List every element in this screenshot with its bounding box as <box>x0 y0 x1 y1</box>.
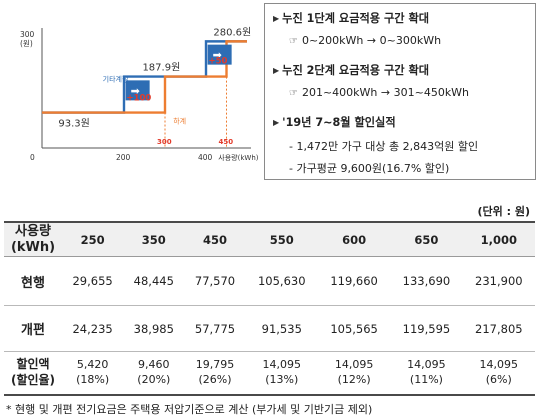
info-line-2-text: 누진 2단계 요금적용 구간 확대 <box>282 64 430 77</box>
column-header: 350 <box>123 221 185 257</box>
series-line-revised <box>42 40 247 114</box>
info-line-1: ▶ 누진 1단계 요금적용 구간 확대 <box>273 10 429 26</box>
pointing-hand-icon: ☞ <box>289 88 298 99</box>
info-line-2: ▶ 누진 2단계 요금적용 구간 확대 <box>273 62 429 78</box>
price-label-step1: 93.3원 <box>58 118 89 130</box>
x-tick-label: 0 <box>30 153 35 162</box>
column-header: 650 <box>390 221 463 257</box>
row-label: 할인액 (할인율) <box>4 351 62 396</box>
table-cell: 217,805 <box>462 305 535 352</box>
table-cell: 77,570 <box>184 256 246 306</box>
price-label-step2: 187.9원 <box>142 62 180 74</box>
info-line-3a: - 1,472만 가구 대상 총 2,843억원 할인 <box>289 140 479 153</box>
chart-svg: 300(원)0 200 400 사용량(kWh)93.3원187.9원280.6원기타… <box>20 26 259 162</box>
info-line-1-text: 누진 1단계 요금적용 구간 확대 <box>282 12 430 25</box>
table-cell: 38,985 <box>123 305 185 352</box>
threshold-label-450: 450 <box>219 138 234 146</box>
row-label: 현행 <box>4 256 62 306</box>
table-cell: 14,095 (11%) <box>390 351 463 396</box>
triangle-bullet-icon: ▶ <box>273 14 280 23</box>
tariff-table: 사용량 (kWh) 250 350 450 550 600 650 1,000 … <box>4 221 535 396</box>
info-line-3: ▶ '19년 7~8월 할인실적 <box>273 114 396 130</box>
table-header-row: 사용량 (kWh) 250 350 450 550 600 650 1,000 <box>4 221 535 257</box>
increment-label-100: +100 <box>126 94 151 104</box>
usage-header: 사용량 (kWh) <box>4 221 62 257</box>
y-tick-label: (원) <box>20 39 33 48</box>
table-cell: 14,095 (12%) <box>317 351 391 396</box>
x-axis-label: 사용량(kWh) <box>218 153 258 162</box>
column-header: 550 <box>245 221 318 257</box>
info-line-1-detail: ☞ 0~200kWh → 0~300kWh <box>273 34 441 47</box>
season-label-summer: 하계 <box>173 116 186 125</box>
price-label-step3: 280.6원 <box>213 26 251 38</box>
info-line-1-detail-text: 0~200kWh → 0~300kWh <box>301 34 442 47</box>
table-cell: 24,235 <box>62 305 124 352</box>
info-line-3b: - 가구평균 9,600원(16.7% 할인) <box>289 162 450 175</box>
table-row-current: 현행 29,655 48,445 77,570 105,630 119,660 … <box>4 256 535 306</box>
table-cell: 105,565 <box>317 305 391 352</box>
blue-arrow-box <box>125 80 150 101</box>
table-cell: 48,445 <box>123 256 185 306</box>
table-cell: 105,630 <box>245 256 318 306</box>
footnote: * 현행 및 개편 전기요금은 주택용 저압기준으로 계산 (부가세 및 기반기… <box>6 403 373 416</box>
blue-arrow-box <box>207 44 232 65</box>
info-line-2-detail-text: 201~400kWh → 301~450kWh <box>301 86 470 99</box>
table-cell: 9,460 (20%) <box>123 351 185 396</box>
triangle-bullet-icon: ▶ <box>273 66 280 75</box>
column-header: 450 <box>184 221 246 257</box>
x-tick-label: 400 <box>198 153 213 162</box>
table-cell: 29,655 <box>62 256 124 306</box>
table-cell: 91,535 <box>245 305 318 352</box>
table-cell: 119,595 <box>390 305 463 352</box>
right-arrow-icon: ➡ <box>131 84 140 97</box>
season-label-other: 기타계절 <box>103 75 129 84</box>
table-cell: 119,660 <box>317 256 391 306</box>
info-line-3-text: '19년 7~8월 할인실적 <box>282 116 396 129</box>
table-cell: 19,795 (26%) <box>184 351 246 396</box>
threshold-label-300: 300 <box>157 138 172 146</box>
tariff-step-chart: 300 (원) 0 200 400 사용량(kWh) 93.3원 187.9원 280.6원 기타… <box>0 0 259 170</box>
table-row-revised: 개편 24,235 38,985 57,775 91,535 105,565 1… <box>4 305 535 352</box>
info-box: ▶ 누진 1단계 요금적용 구간 확대 ☞ 0~200kWh → 0~300kWh … <box>264 3 536 180</box>
column-header: 1,000 <box>462 221 535 257</box>
y-tick-label: 300 <box>20 30 35 39</box>
column-header: 600 <box>317 221 391 257</box>
table-cell: 14,095 (6%) <box>462 351 535 396</box>
table-row-discount: 할인액 (할인율) 5,420 (18%) 9,460 (20%) 19,795… <box>4 351 535 396</box>
table-cell: 231,900 <box>462 256 535 306</box>
table-cell: 14,095 (13%) <box>245 351 318 396</box>
right-arrow-icon: ➡ <box>213 49 222 62</box>
unit-note: (단위 : 원) <box>477 205 530 218</box>
table-cell: 57,775 <box>184 305 246 352</box>
info-line-2-detail: ☞ 201~400kWh → 301~450kWh <box>273 86 469 99</box>
row-label: 개편 <box>4 305 62 352</box>
column-header: 250 <box>62 221 124 257</box>
triangle-bullet-icon: ▶ <box>273 118 280 127</box>
table-cell: 133,690 <box>390 256 463 306</box>
pointing-hand-icon: ☞ <box>289 36 298 47</box>
table-cell: 5,420 (18%) <box>62 351 124 396</box>
x-tick-label: 200 <box>116 153 131 162</box>
increment-label-50: +50 <box>208 57 227 67</box>
